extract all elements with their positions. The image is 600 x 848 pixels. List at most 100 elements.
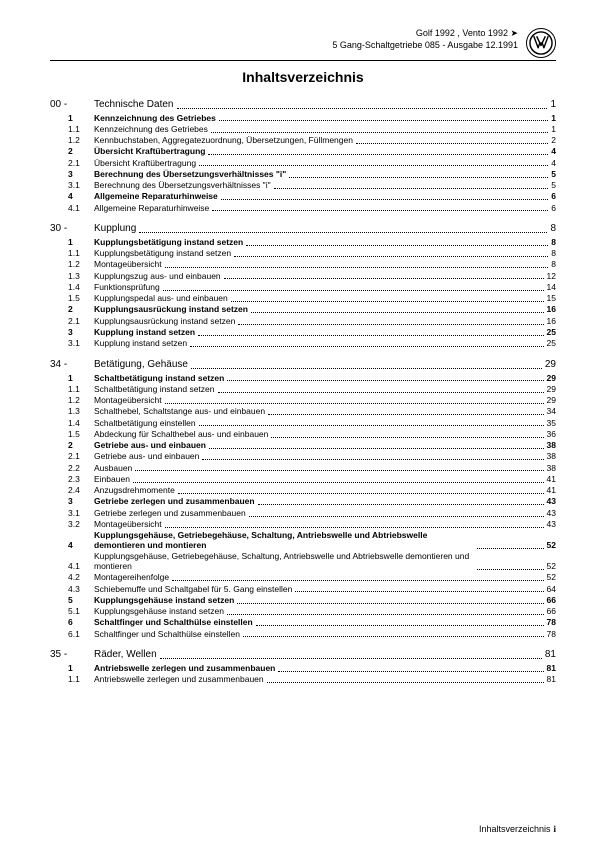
leader-dots xyxy=(178,493,544,494)
item-index: 1.3 xyxy=(68,407,94,417)
item-label: Ausbauen xyxy=(94,464,132,474)
leader-dots xyxy=(212,210,548,211)
item-index: 1 xyxy=(68,374,94,384)
leader-dots xyxy=(208,154,548,155)
item-label: Allgemeine Reparaturhinweise xyxy=(94,204,209,214)
leader-dots xyxy=(202,459,543,460)
footer-text: Inhaltsverzeichnis xyxy=(479,824,551,834)
item-page: 15 xyxy=(547,294,556,304)
toc-item-row: 3.2Montageübersicht43 xyxy=(50,520,556,530)
page-footer: Inhaltsverzeichnisi xyxy=(479,824,556,834)
item-index: 3 xyxy=(68,328,94,338)
item-label: Schalthebel, Schaltstange aus- und einba… xyxy=(94,407,265,417)
item-page: 41 xyxy=(547,475,556,485)
leader-dots xyxy=(267,682,544,683)
leader-dots xyxy=(227,380,543,381)
toc-item-row: 2.1Getriebe aus- und einbauen38 xyxy=(50,452,556,462)
item-index: 2 xyxy=(68,147,94,157)
leader-dots xyxy=(190,346,543,347)
item-label: Anzugsdrehmomente xyxy=(94,486,175,496)
leader-dots xyxy=(289,177,548,178)
item-page: 43 xyxy=(547,509,556,519)
toc-item-row: 2.4Anzugsdrehmomente41 xyxy=(50,486,556,496)
item-index: 1.2 xyxy=(68,136,94,146)
toc-item-row: 1.1Kennzeichnung des Getriebes1 xyxy=(50,125,556,135)
vw-logo-icon xyxy=(526,28,556,58)
leader-dots xyxy=(271,437,543,438)
item-page: 8 xyxy=(551,260,556,270)
section-label: Technische Daten xyxy=(94,99,174,111)
toc-item-row: 2.2Ausbauen38 xyxy=(50,464,556,474)
item-label: Getriebe zerlegen und zusammenbauen xyxy=(94,497,255,507)
leader-dots xyxy=(209,448,544,449)
leader-dots xyxy=(278,671,543,672)
item-label: Kupplungsgehäuse instand setzen xyxy=(94,607,224,617)
toc-section-row: 35 -Räder, Wellen81 xyxy=(50,649,556,661)
item-page: 29 xyxy=(547,396,556,406)
item-page: 43 xyxy=(547,497,556,507)
item-page: 78 xyxy=(547,630,556,640)
leader-dots xyxy=(231,301,544,302)
item-page: 78 xyxy=(547,618,556,628)
item-page: 25 xyxy=(547,328,556,338)
leader-dots xyxy=(139,232,547,233)
item-index: 1 xyxy=(68,664,94,674)
header-line1: Golf 1992 , Vento 1992 ➤ xyxy=(332,28,518,40)
item-index: 1.5 xyxy=(68,430,94,440)
page-title: Inhaltsverzeichnis xyxy=(50,69,556,85)
item-index: 3 xyxy=(68,497,94,507)
item-label: Berechnung des Übersetzungsverhältnisses… xyxy=(94,181,271,191)
item-label: Kupplungszug aus- und einbauen xyxy=(94,272,221,282)
item-page: 81 xyxy=(547,675,556,685)
leader-dots xyxy=(224,278,544,279)
toc-item-row: 4.1Allgemeine Reparaturhinweise6 xyxy=(50,204,556,214)
item-index: 4.1 xyxy=(68,204,94,214)
leader-dots xyxy=(165,267,549,268)
item-label: Übersicht Kraftübertragung xyxy=(94,159,196,169)
toc-item-row: 2Getriebe aus- und einbauen38 xyxy=(50,441,556,451)
item-index: 6.1 xyxy=(68,630,94,640)
item-label: Schaltbetätigung einstellen xyxy=(94,419,196,429)
item-label: Kennbuchstaben, Aggregatezuordnung, Über… xyxy=(94,136,353,146)
toc-item-row: 3.1Getriebe zerlegen und zusammenbauen43 xyxy=(50,509,556,519)
toc-section-row: 34 -Betätigung, Gehäuse29 xyxy=(50,359,556,371)
footer-page-num: i xyxy=(553,824,556,834)
item-index: 2.4 xyxy=(68,486,94,496)
item-page: 38 xyxy=(547,464,556,474)
item-page: 8 xyxy=(551,249,556,259)
section-number: 00 - xyxy=(50,99,94,111)
item-label: Kupplungsgehäuse instand setzen xyxy=(94,596,234,606)
item-index: 4.3 xyxy=(68,585,94,595)
item-index: 1 xyxy=(68,114,94,124)
toc-item-row: 1Kennzeichnung des Getriebes1 xyxy=(50,114,556,124)
toc-item-row: 1Schaltbetätigung instand setzen29 xyxy=(50,374,556,384)
item-page: 16 xyxy=(547,305,556,315)
item-label: Kupplung instand setzen xyxy=(94,339,187,349)
item-page: 66 xyxy=(547,596,556,606)
header-rule xyxy=(50,60,556,61)
toc-item-row: 1.1Antriebswelle zerlegen und zusammenba… xyxy=(50,675,556,685)
item-index: 2 xyxy=(68,305,94,315)
leader-dots xyxy=(249,516,544,517)
item-label: Kupplungsbetätigung instand setzen xyxy=(94,238,243,248)
item-index: 2.3 xyxy=(68,475,94,485)
item-label: Schaltfinger und Schalthülse einstellen xyxy=(94,630,240,640)
toc-item-row: 3.1Kupplung instand setzen25 xyxy=(50,339,556,349)
toc-item-row: 1Antriebswelle zerlegen und zusammenbaue… xyxy=(50,664,556,674)
item-label: Kupplungsausrückung instand setzen xyxy=(94,317,235,327)
item-page: 4 xyxy=(551,159,556,169)
item-page: 2 xyxy=(551,136,556,146)
toc-item-row: 6Schaltfinger und Schalthülse einstellen… xyxy=(50,618,556,628)
leader-dots xyxy=(163,290,544,291)
table-of-contents: 00 -Technische Daten11Kennzeichnung des … xyxy=(50,99,556,685)
item-page: 8 xyxy=(551,238,556,248)
leader-dots xyxy=(133,482,544,483)
leader-dots xyxy=(234,256,548,257)
item-page: 12 xyxy=(547,272,556,282)
item-index: 1.5 xyxy=(68,294,94,304)
leader-dots xyxy=(160,658,542,659)
item-label: Kupplungsausrückung instand setzen xyxy=(94,305,248,315)
item-page: 64 xyxy=(547,585,556,595)
item-label: Antriebswelle zerlegen und zusammenbauen xyxy=(94,675,264,685)
section-number: 35 - xyxy=(50,649,94,661)
